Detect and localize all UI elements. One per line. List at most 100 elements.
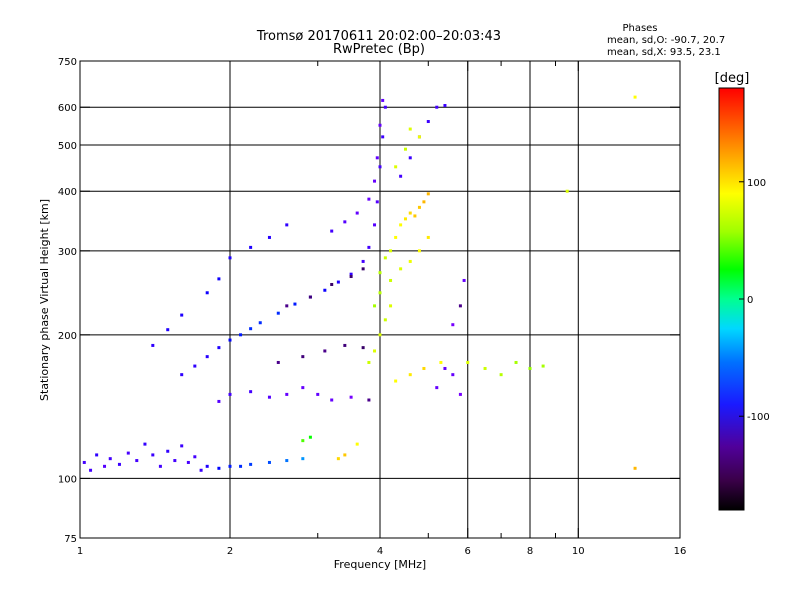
- stats-x-phase: mean, sd,X: 93.5, 23.1: [607, 47, 721, 58]
- data-point: [308, 295, 312, 299]
- data-point: [217, 466, 221, 470]
- data-point: [217, 346, 221, 350]
- data-point: [633, 95, 637, 99]
- x-tick-label: 1: [77, 546, 83, 557]
- y-tick-label: 100: [58, 474, 77, 485]
- data-point: [422, 200, 426, 204]
- data-point: [426, 235, 430, 239]
- colorbar-tick-label: 100: [747, 178, 766, 189]
- data-point: [180, 313, 184, 317]
- y-axis-ticks: 75 100 200 300 400 500 600 750: [58, 57, 680, 545]
- data-point: [193, 364, 197, 368]
- data-point: [451, 323, 455, 327]
- data-point: [126, 451, 130, 455]
- y-tick-label: 400: [58, 187, 77, 198]
- data-point: [217, 277, 221, 281]
- data-point: [375, 200, 379, 204]
- data-point: [361, 346, 365, 350]
- data-point: [158, 464, 162, 468]
- data-point: [276, 360, 280, 364]
- data-point: [378, 123, 382, 127]
- data-point: [541, 364, 545, 368]
- data-point: [383, 105, 387, 109]
- data-point: [293, 302, 297, 306]
- data-point: [483, 366, 487, 370]
- data-point: [417, 135, 421, 139]
- data-point: [408, 211, 412, 215]
- x-tick-label: 8: [527, 546, 533, 557]
- data-point: [228, 256, 232, 260]
- chart-subtitle: RwPretec (Bp): [333, 42, 425, 57]
- data-point: [378, 271, 382, 275]
- data-point: [373, 223, 377, 227]
- data-point: [383, 318, 387, 322]
- data-point: [276, 311, 280, 315]
- data-point: [378, 291, 382, 295]
- data-point: [308, 435, 312, 439]
- data-point: [417, 205, 421, 209]
- data-point: [258, 321, 262, 325]
- data-point: [301, 439, 305, 443]
- colorbar-ticks: 100 0 -100: [739, 178, 770, 423]
- data-point: [439, 360, 443, 364]
- data-point: [180, 444, 184, 448]
- data-point: [443, 366, 447, 370]
- data-point: [336, 457, 340, 461]
- data-point: [381, 135, 385, 139]
- data-point: [323, 349, 327, 353]
- data-point: [349, 272, 353, 276]
- data-point: [173, 459, 177, 463]
- data-point: [389, 249, 393, 253]
- data-point: [399, 267, 403, 271]
- data-point: [399, 174, 403, 178]
- data-point: [361, 259, 365, 263]
- data-point: [193, 455, 197, 459]
- data-point: [389, 304, 393, 308]
- data-point: [499, 373, 503, 377]
- data-point: [435, 386, 439, 390]
- data-point: [343, 220, 347, 224]
- data-point: [367, 360, 371, 364]
- data-point: [422, 366, 426, 370]
- data-point: [394, 379, 398, 383]
- data-point: [301, 386, 305, 390]
- data-point: [451, 373, 455, 377]
- data-point: [349, 395, 353, 399]
- data-point: [249, 462, 253, 466]
- data-point: [239, 464, 243, 468]
- data-point: [199, 468, 203, 472]
- data-point: [403, 217, 407, 221]
- data-point: [367, 398, 371, 402]
- data-point: [135, 459, 139, 463]
- data-point: [381, 98, 385, 102]
- y-axis-label: Stationary phase Virtual Height [km]: [38, 199, 51, 401]
- data-point: [239, 333, 243, 337]
- data-point: [89, 468, 93, 472]
- data-point: [528, 366, 532, 370]
- data-point: [330, 282, 334, 286]
- data-point: [435, 105, 439, 109]
- data-point: [408, 156, 412, 160]
- data-point: [217, 399, 221, 403]
- data-point: [166, 449, 170, 453]
- x-tick-label: 16: [674, 546, 687, 557]
- colorbar-tick-label: 0: [747, 295, 753, 306]
- data-point: [108, 457, 112, 461]
- data-point: [323, 288, 327, 292]
- data-point: [82, 460, 86, 464]
- data-point: [378, 333, 382, 337]
- data-point: [361, 267, 365, 271]
- data-point: [514, 360, 518, 364]
- data-point: [373, 304, 377, 308]
- data-point: [408, 259, 412, 263]
- data-points: [82, 95, 637, 472]
- data-point: [143, 442, 147, 446]
- data-point: [403, 147, 407, 151]
- data-point: [285, 459, 289, 463]
- x-tick-label: 2: [227, 546, 233, 557]
- data-point: [367, 245, 371, 249]
- data-point: [426, 120, 430, 124]
- data-point: [330, 229, 334, 233]
- data-point: [166, 328, 170, 332]
- y-tick-label: 750: [58, 57, 77, 68]
